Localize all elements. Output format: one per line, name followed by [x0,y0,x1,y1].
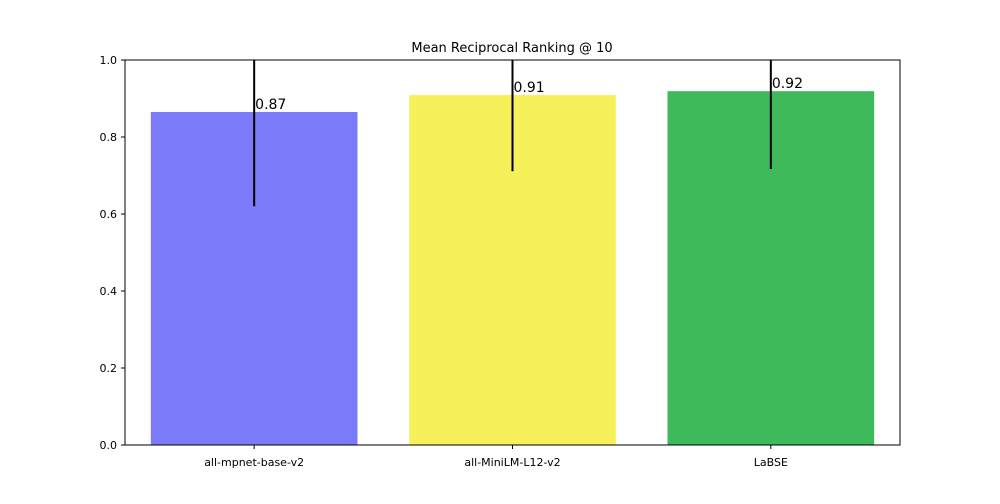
chart-title: Mean Reciprocal Ranking @ 10 [411,41,612,56]
x-tick-label-3: LaBSE [754,456,788,469]
x-tick-label-1: all-mpnet-base-v2 [204,456,304,469]
y-tick-label-3: 0.4 [100,285,118,298]
error-bars-layer [253,60,772,207]
axes-layer: all-mpnet-base-v2 all-MiniLM-L12-v2 LaBSE 0… [100,54,901,469]
y-tick-label-5: 0.8 [100,131,118,144]
value-labels-layer: 0.87 0.91 0.92 [255,76,803,113]
value-label-2: 0.91 [514,80,545,96]
y-tick-label-6: 1.0 [100,54,118,67]
y-tick-label-1: 0.0 [100,439,118,452]
value-label-3: 0.92 [772,76,803,92]
y-tick-label-2: 0.2 [100,362,118,375]
plot-frame [124,59,901,446]
y-tick-label-4: 0.6 [100,208,118,221]
value-label-1: 0.87 [255,97,286,113]
x-tick-label-2: all-MiniLM-L12-v2 [464,456,560,469]
